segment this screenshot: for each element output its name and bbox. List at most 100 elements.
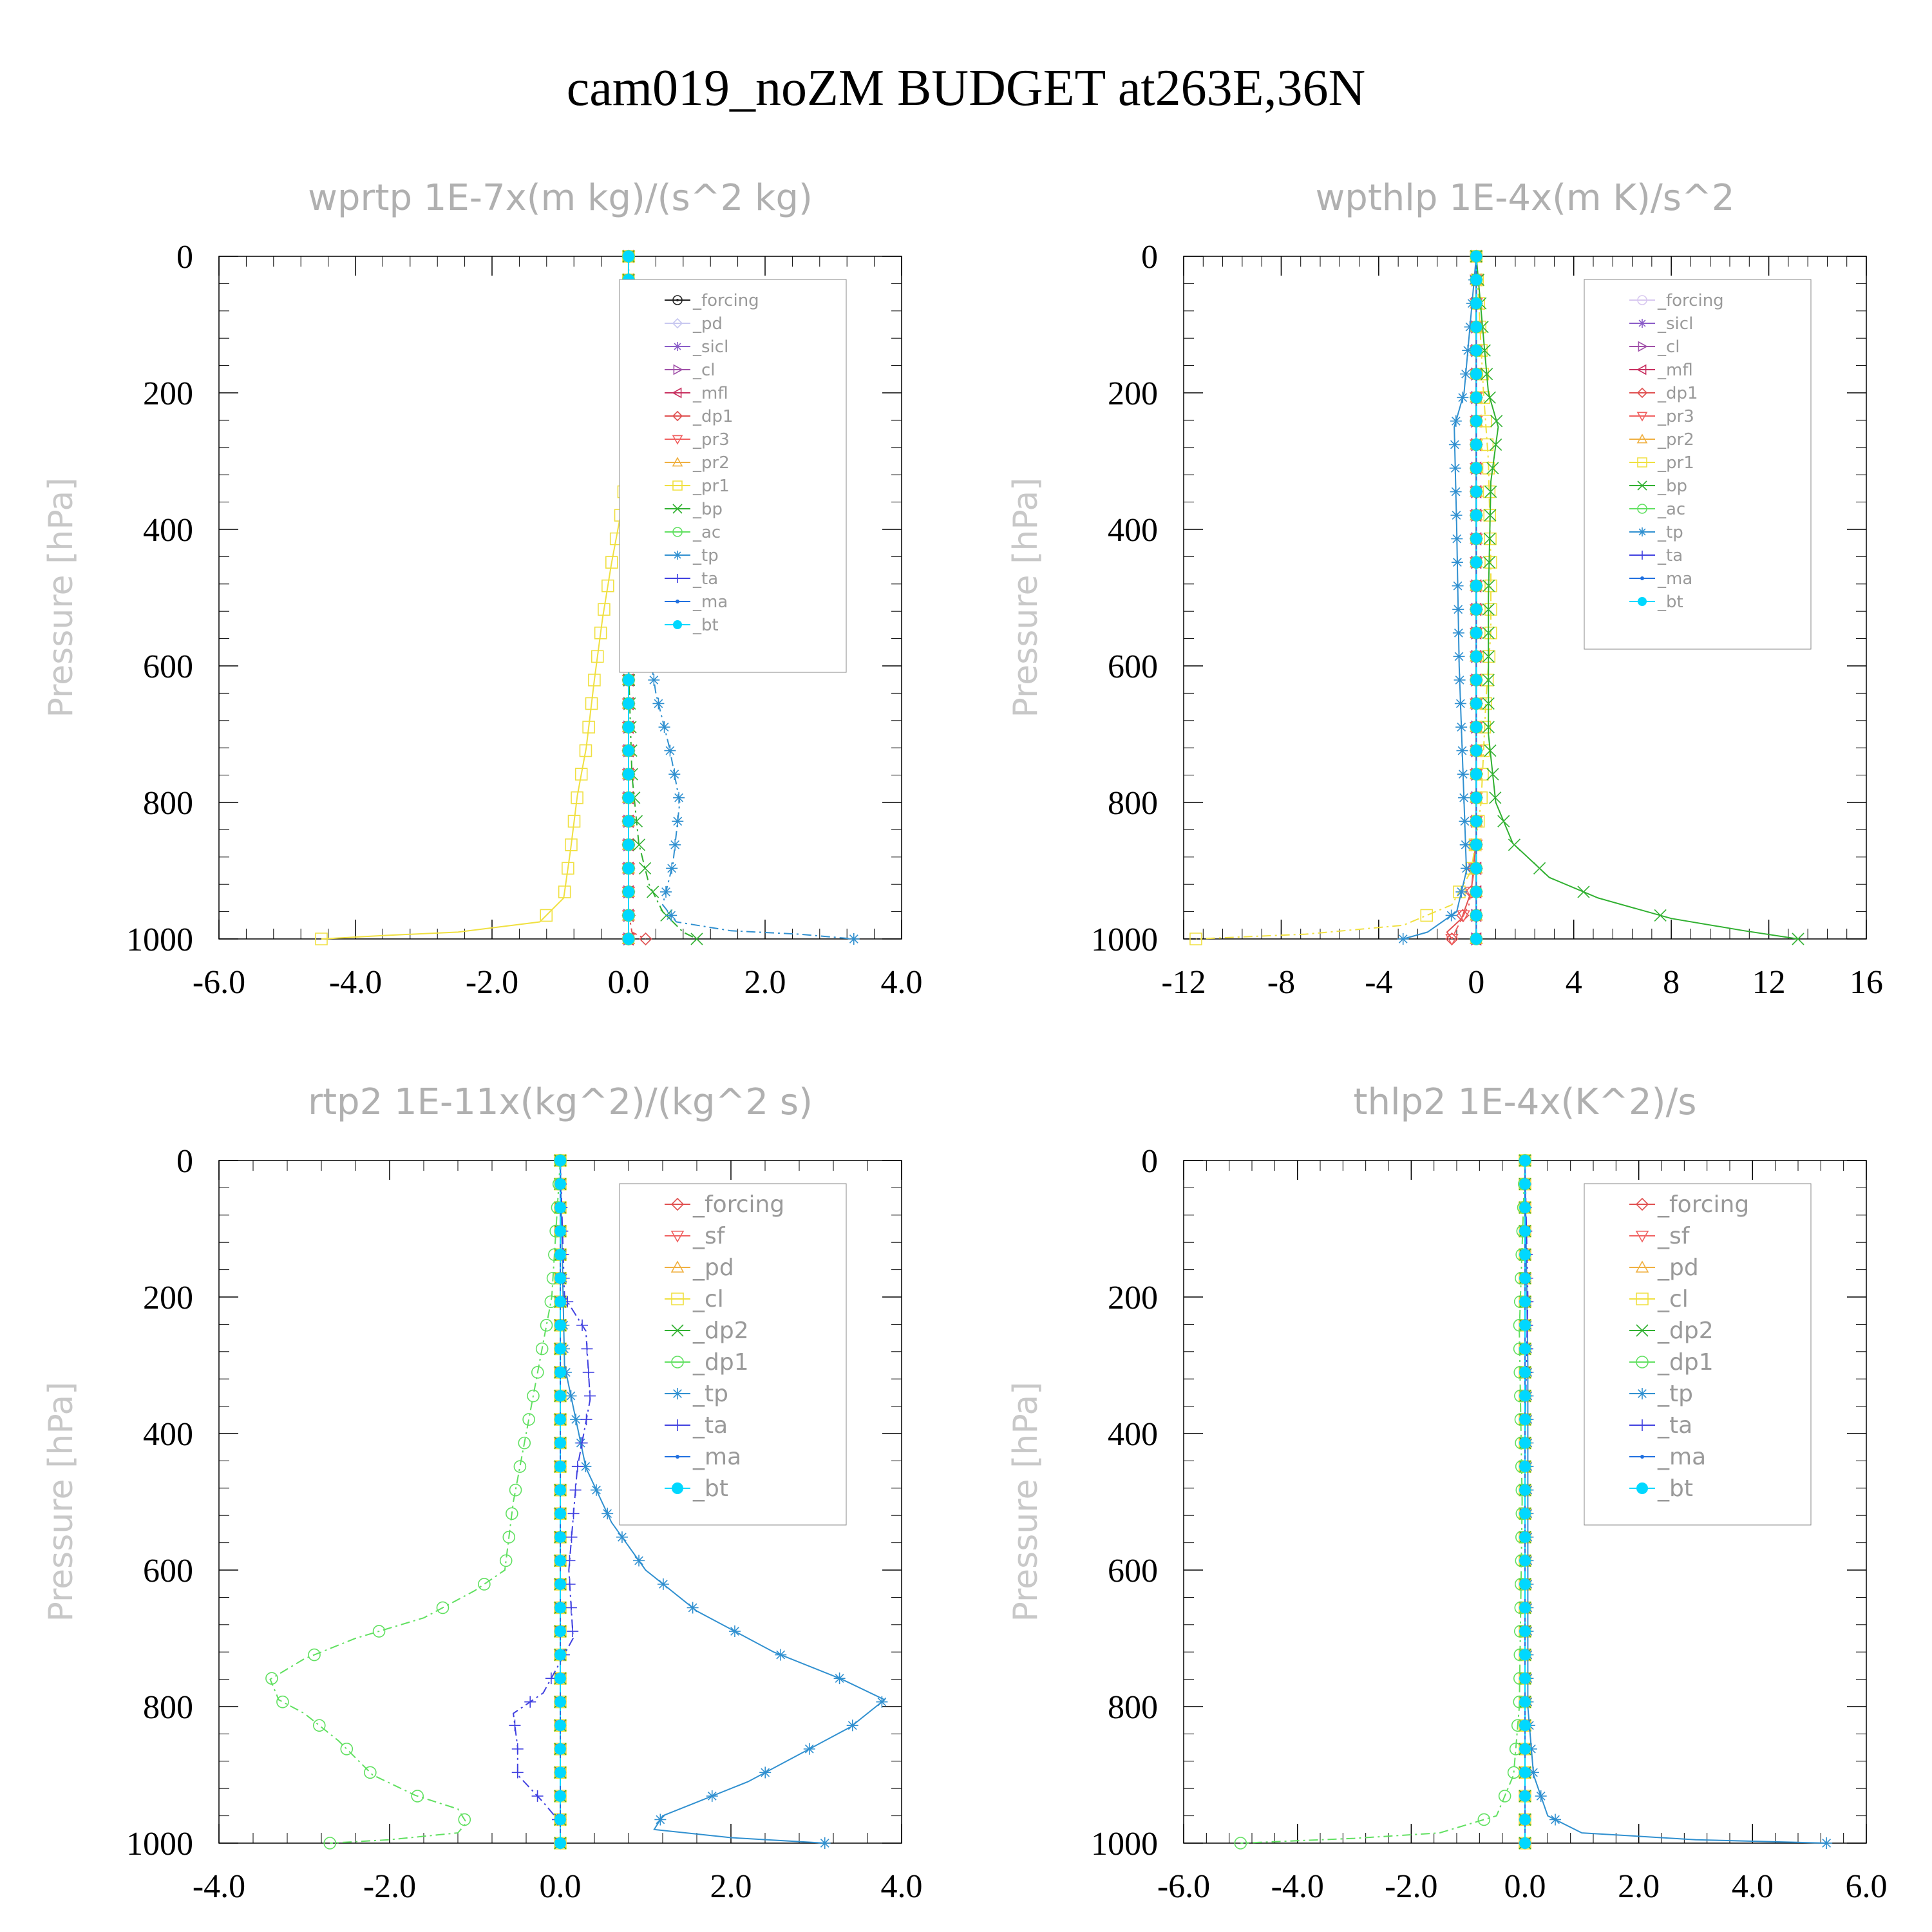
legend-marker — [1636, 1356, 1649, 1368]
x-tick-label: -6.0 — [193, 964, 245, 1001]
legend-box — [619, 1183, 847, 1526]
data-point — [1482, 462, 1495, 475]
data-point — [554, 1461, 566, 1473]
series-tp — [1397, 251, 1482, 945]
data-point — [623, 744, 634, 757]
data-point — [372, 1625, 386, 1638]
data-point — [531, 1366, 544, 1379]
legend-marker — [672, 387, 682, 399]
plot-frame — [218, 256, 902, 940]
data-point — [1519, 1649, 1531, 1661]
legend-marker — [1637, 480, 1647, 491]
data-point — [1484, 603, 1497, 616]
legend-label: _pd — [692, 1255, 734, 1281]
x-tick-label: 12 — [1752, 964, 1786, 1001]
data-point — [554, 1743, 566, 1755]
data-point — [673, 791, 685, 804]
data-point — [502, 1531, 516, 1544]
legend-marker — [1636, 387, 1648, 399]
series-pr1 — [1189, 250, 1497, 945]
data-point — [554, 1837, 566, 1849]
legend-label: _sicl — [1657, 314, 1693, 334]
x-tick-label: 4.0 — [881, 964, 923, 1001]
y-tick-label: 1000 — [126, 922, 193, 958]
data-point — [1519, 1343, 1531, 1355]
legend-label: _forcing — [1657, 291, 1724, 310]
data-point — [565, 838, 578, 851]
legend-marker — [1635, 1231, 1649, 1243]
data-point — [1535, 1790, 1547, 1802]
x-tick-label: -4.0 — [329, 964, 382, 1001]
data-point — [623, 838, 634, 851]
data-point — [1462, 345, 1474, 357]
data-point — [666, 862, 678, 875]
data-point — [1519, 1531, 1531, 1543]
data-point — [1482, 603, 1495, 616]
data-point — [1189, 933, 1202, 945]
legend-marker — [1637, 457, 1647, 468]
data-point — [580, 1414, 592, 1426]
legend-label: _sf — [1657, 1223, 1690, 1249]
data-point — [706, 1790, 718, 1802]
data-point — [759, 1766, 772, 1779]
data-point — [531, 1790, 544, 1802]
data-point — [567, 1508, 580, 1520]
data-point — [506, 1507, 518, 1520]
data-point — [1470, 838, 1482, 851]
data-point — [585, 697, 598, 710]
data-point — [1519, 1672, 1531, 1685]
data-point — [1498, 1790, 1511, 1803]
data-point — [639, 932, 652, 946]
data-point — [1519, 1554, 1531, 1567]
data-point — [1497, 815, 1510, 828]
data-point — [1450, 415, 1462, 427]
data-point — [554, 1178, 566, 1190]
y-tick-label: 400 — [1108, 512, 1158, 549]
x-tick-label: -2.0 — [1385, 1868, 1437, 1905]
data-point — [1470, 815, 1482, 828]
legend-marker — [1640, 576, 1644, 580]
legend-marker — [672, 504, 683, 514]
data-point — [1470, 533, 1482, 545]
data-point — [1456, 744, 1468, 757]
legend-marker — [1636, 1482, 1648, 1494]
data-point — [554, 1390, 566, 1402]
data-point — [639, 862, 652, 875]
data-point — [569, 1484, 582, 1496]
data-point — [1519, 1602, 1531, 1614]
data-point — [567, 1625, 579, 1638]
data-point — [554, 1814, 566, 1826]
data-point — [565, 1531, 578, 1543]
data-point — [623, 815, 634, 828]
data-point — [1519, 1507, 1531, 1520]
data-point — [605, 556, 618, 569]
data-point — [1451, 556, 1463, 569]
data-point — [1654, 909, 1667, 922]
legend-marker — [1638, 551, 1647, 560]
data-point — [664, 744, 676, 757]
data-point — [554, 1225, 566, 1237]
data-point — [1455, 886, 1468, 898]
legend-marker — [672, 480, 683, 491]
legend-marker — [671, 1324, 684, 1337]
data-point — [633, 1555, 645, 1567]
legend-label: _ma — [692, 592, 728, 612]
data-point — [499, 1554, 513, 1567]
data-point — [1470, 486, 1482, 498]
data-point — [1519, 1648, 1531, 1662]
series-line — [1240, 1160, 1526, 1844]
legend-label: _mfl — [1657, 361, 1693, 380]
data-point — [1448, 439, 1461, 451]
y-axis-label: Pressure [hPa] — [42, 478, 80, 718]
data-point — [1457, 768, 1469, 781]
y-tick-label: 400 — [1108, 1416, 1158, 1453]
data-point — [1420, 909, 1434, 922]
data-point — [1519, 1672, 1531, 1685]
y-tick-label: 200 — [1108, 1280, 1158, 1316]
legend-label: _pr1 — [1657, 453, 1694, 473]
data-point — [588, 674, 601, 687]
data-point — [601, 1508, 614, 1520]
x-tick-label: -4.0 — [193, 1868, 245, 1905]
legend-marker — [1636, 412, 1648, 422]
